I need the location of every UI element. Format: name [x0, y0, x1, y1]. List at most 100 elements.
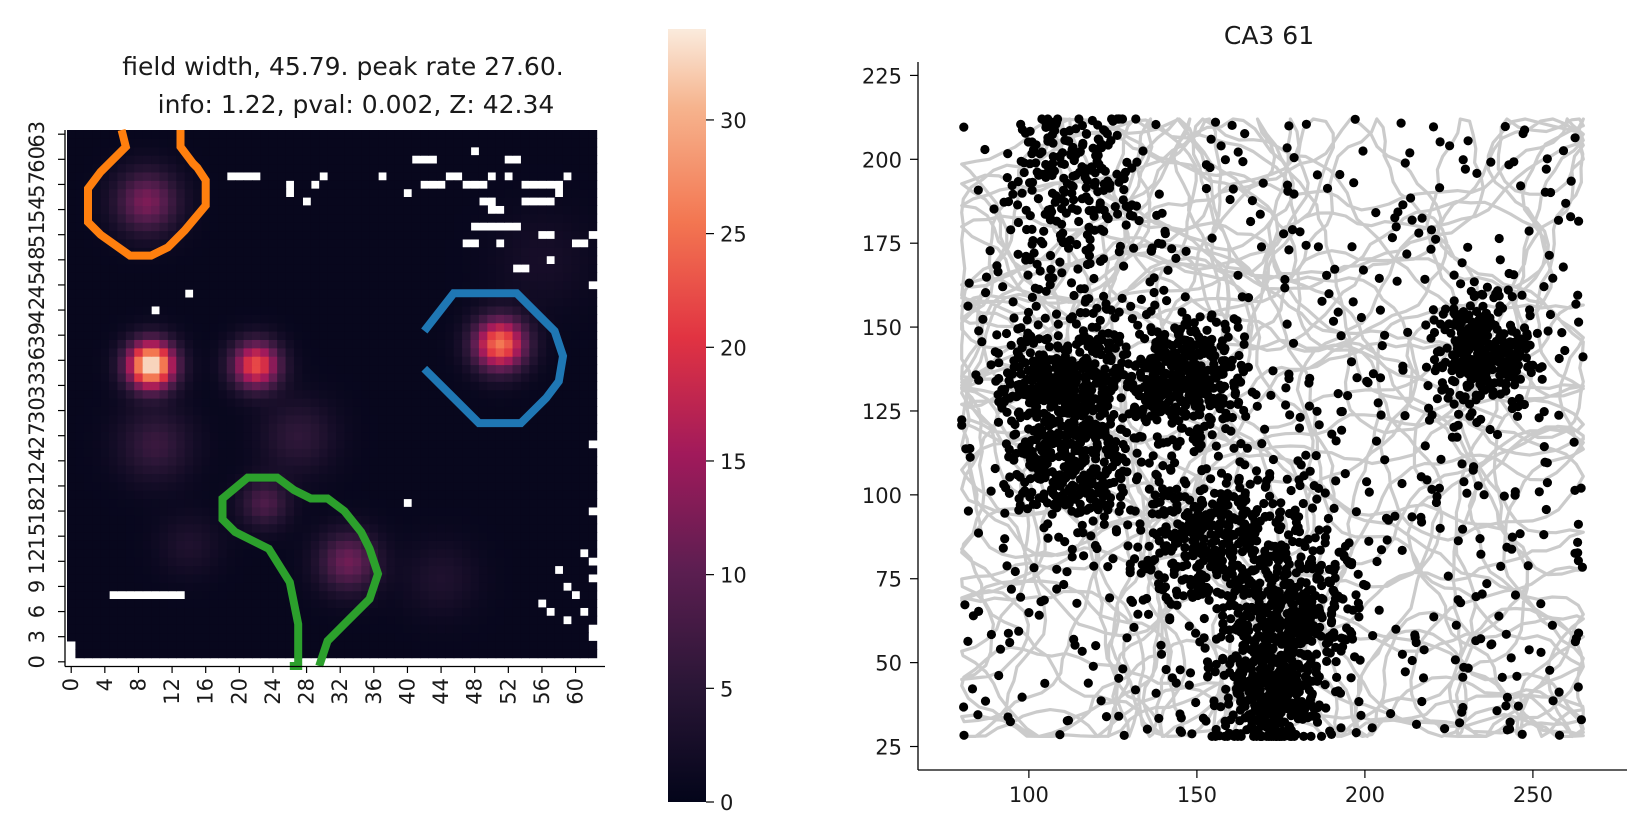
- rate-map-cell: [67, 314, 77, 324]
- rate-map-cell: [260, 305, 270, 315]
- rate-map-cell: [117, 439, 127, 449]
- rate-map-cell: [201, 490, 211, 500]
- rate-map-cell: [125, 624, 135, 634]
- rate-map-cell: [142, 423, 152, 433]
- rate-map-cell: [394, 406, 404, 416]
- rate-map-cell: [453, 222, 463, 232]
- rate-map-cell: [378, 557, 388, 567]
- spike-point: [1176, 423, 1186, 433]
- rate-map-cell: [100, 222, 110, 232]
- rate-map-cell: [319, 163, 329, 173]
- rate-map-cell: [209, 247, 219, 257]
- rate-map-cell: [369, 389, 379, 399]
- rate-map-cell: [159, 322, 169, 332]
- rate-map-cell: [495, 339, 505, 349]
- rate-map-cell: [369, 490, 379, 500]
- rate-map-cell: [184, 398, 194, 407]
- rate-map-cell: [277, 381, 287, 391]
- rate-map-cell: [75, 213, 85, 223]
- rate-map-cell: [243, 548, 253, 558]
- rate-map-cell: [352, 188, 362, 198]
- rate-map-cell: [579, 456, 589, 466]
- rate-map-cell: [520, 540, 530, 550]
- rate-map-cell: [327, 624, 337, 634]
- rate-map-cell: [125, 431, 135, 441]
- rate-map-cell: [512, 406, 522, 416]
- rate-map-cell: [453, 155, 463, 165]
- rate-map-cell: [251, 272, 261, 282]
- rate-map-cell: [176, 188, 186, 198]
- rate-map-cell: [537, 431, 547, 441]
- rate-map-cell: [436, 565, 446, 575]
- rate-map-cell: [109, 532, 119, 541]
- rate-map-cell: [100, 205, 110, 215]
- rate-map-cell: [109, 640, 119, 650]
- rate-map-cell: [436, 599, 446, 608]
- rate-map-cell: [386, 171, 396, 181]
- rate-map-cell: [142, 498, 152, 508]
- rate-map-cell: [562, 640, 572, 650]
- rate-map-cell: [327, 515, 337, 525]
- rate-map-cell: [268, 481, 278, 491]
- rate-map-cell: [159, 222, 169, 232]
- rate-map-cell: [109, 222, 119, 232]
- rate-map-cell: [361, 481, 371, 491]
- rate-map-cell: [134, 532, 144, 541]
- rate-map-cell: [411, 490, 421, 500]
- rate-map-cell: [336, 599, 346, 608]
- rate-map-cell: [462, 163, 472, 173]
- rate-map-cell: [478, 515, 488, 525]
- rate-map-cell: [352, 364, 362, 374]
- rate-map-cell: [310, 146, 320, 156]
- rate-map-cell: [243, 423, 253, 433]
- rate-map-cell: [167, 222, 177, 232]
- rate-map-cell: [243, 197, 253, 206]
- rate-map-cell: [310, 339, 320, 349]
- rate-map-cell: [268, 247, 278, 257]
- rate-map-cell: [176, 171, 186, 181]
- rate-map-cell: [277, 481, 287, 491]
- rate-map-cell: [125, 230, 135, 240]
- rate-map-cell: [235, 356, 245, 366]
- rate-map-cell: [520, 130, 530, 139]
- rate-map-cell: [445, 222, 455, 232]
- rate-map-cell: [378, 180, 388, 190]
- rate-map-cell: [436, 347, 446, 357]
- spike-point: [1029, 384, 1039, 394]
- rate-map-cell: [327, 423, 337, 433]
- rate-map-cell: [167, 624, 177, 634]
- rate-map-cell: [251, 255, 261, 265]
- rate-map-cell: [83, 448, 93, 458]
- rate-map-cell: [260, 565, 270, 575]
- spike-point: [1086, 531, 1096, 541]
- rate-map-cell: [344, 624, 354, 634]
- rate-map-cell: [218, 481, 228, 491]
- rate-map-cell: [209, 180, 219, 190]
- rate-map-cell: [243, 398, 253, 407]
- rate-map-cell: [327, 599, 337, 608]
- rate-map-cell: [193, 490, 203, 500]
- rate-map-cell: [100, 138, 110, 148]
- rate-map-cell: [268, 439, 278, 449]
- rate-map-cell: [420, 615, 430, 625]
- rate-map-cell: [251, 146, 261, 156]
- rate-map-cell: [470, 640, 480, 650]
- rate-map-cell: [470, 557, 480, 567]
- rate-map-cell: [478, 389, 488, 399]
- rate-map-cell: [554, 573, 564, 583]
- rate-map-cell: [243, 146, 253, 156]
- rate-map-cell: [369, 431, 379, 441]
- rate-map-cell: [403, 331, 413, 340]
- rate-map-cell: [109, 188, 119, 198]
- rate-map-cell: [386, 465, 396, 474]
- rate-map-cell: [554, 155, 564, 165]
- rate-map-cell: [529, 498, 539, 508]
- rate-map-cell: [319, 138, 329, 148]
- rate-map-cell: [436, 540, 446, 550]
- rate-map-cell: [411, 557, 421, 567]
- rate-map-cell: [243, 506, 253, 516]
- rate-map-cell: [293, 406, 303, 416]
- rate-map-cell: [386, 540, 396, 550]
- rate-map-cell: [411, 130, 421, 139]
- rate-map-cell: [251, 532, 261, 541]
